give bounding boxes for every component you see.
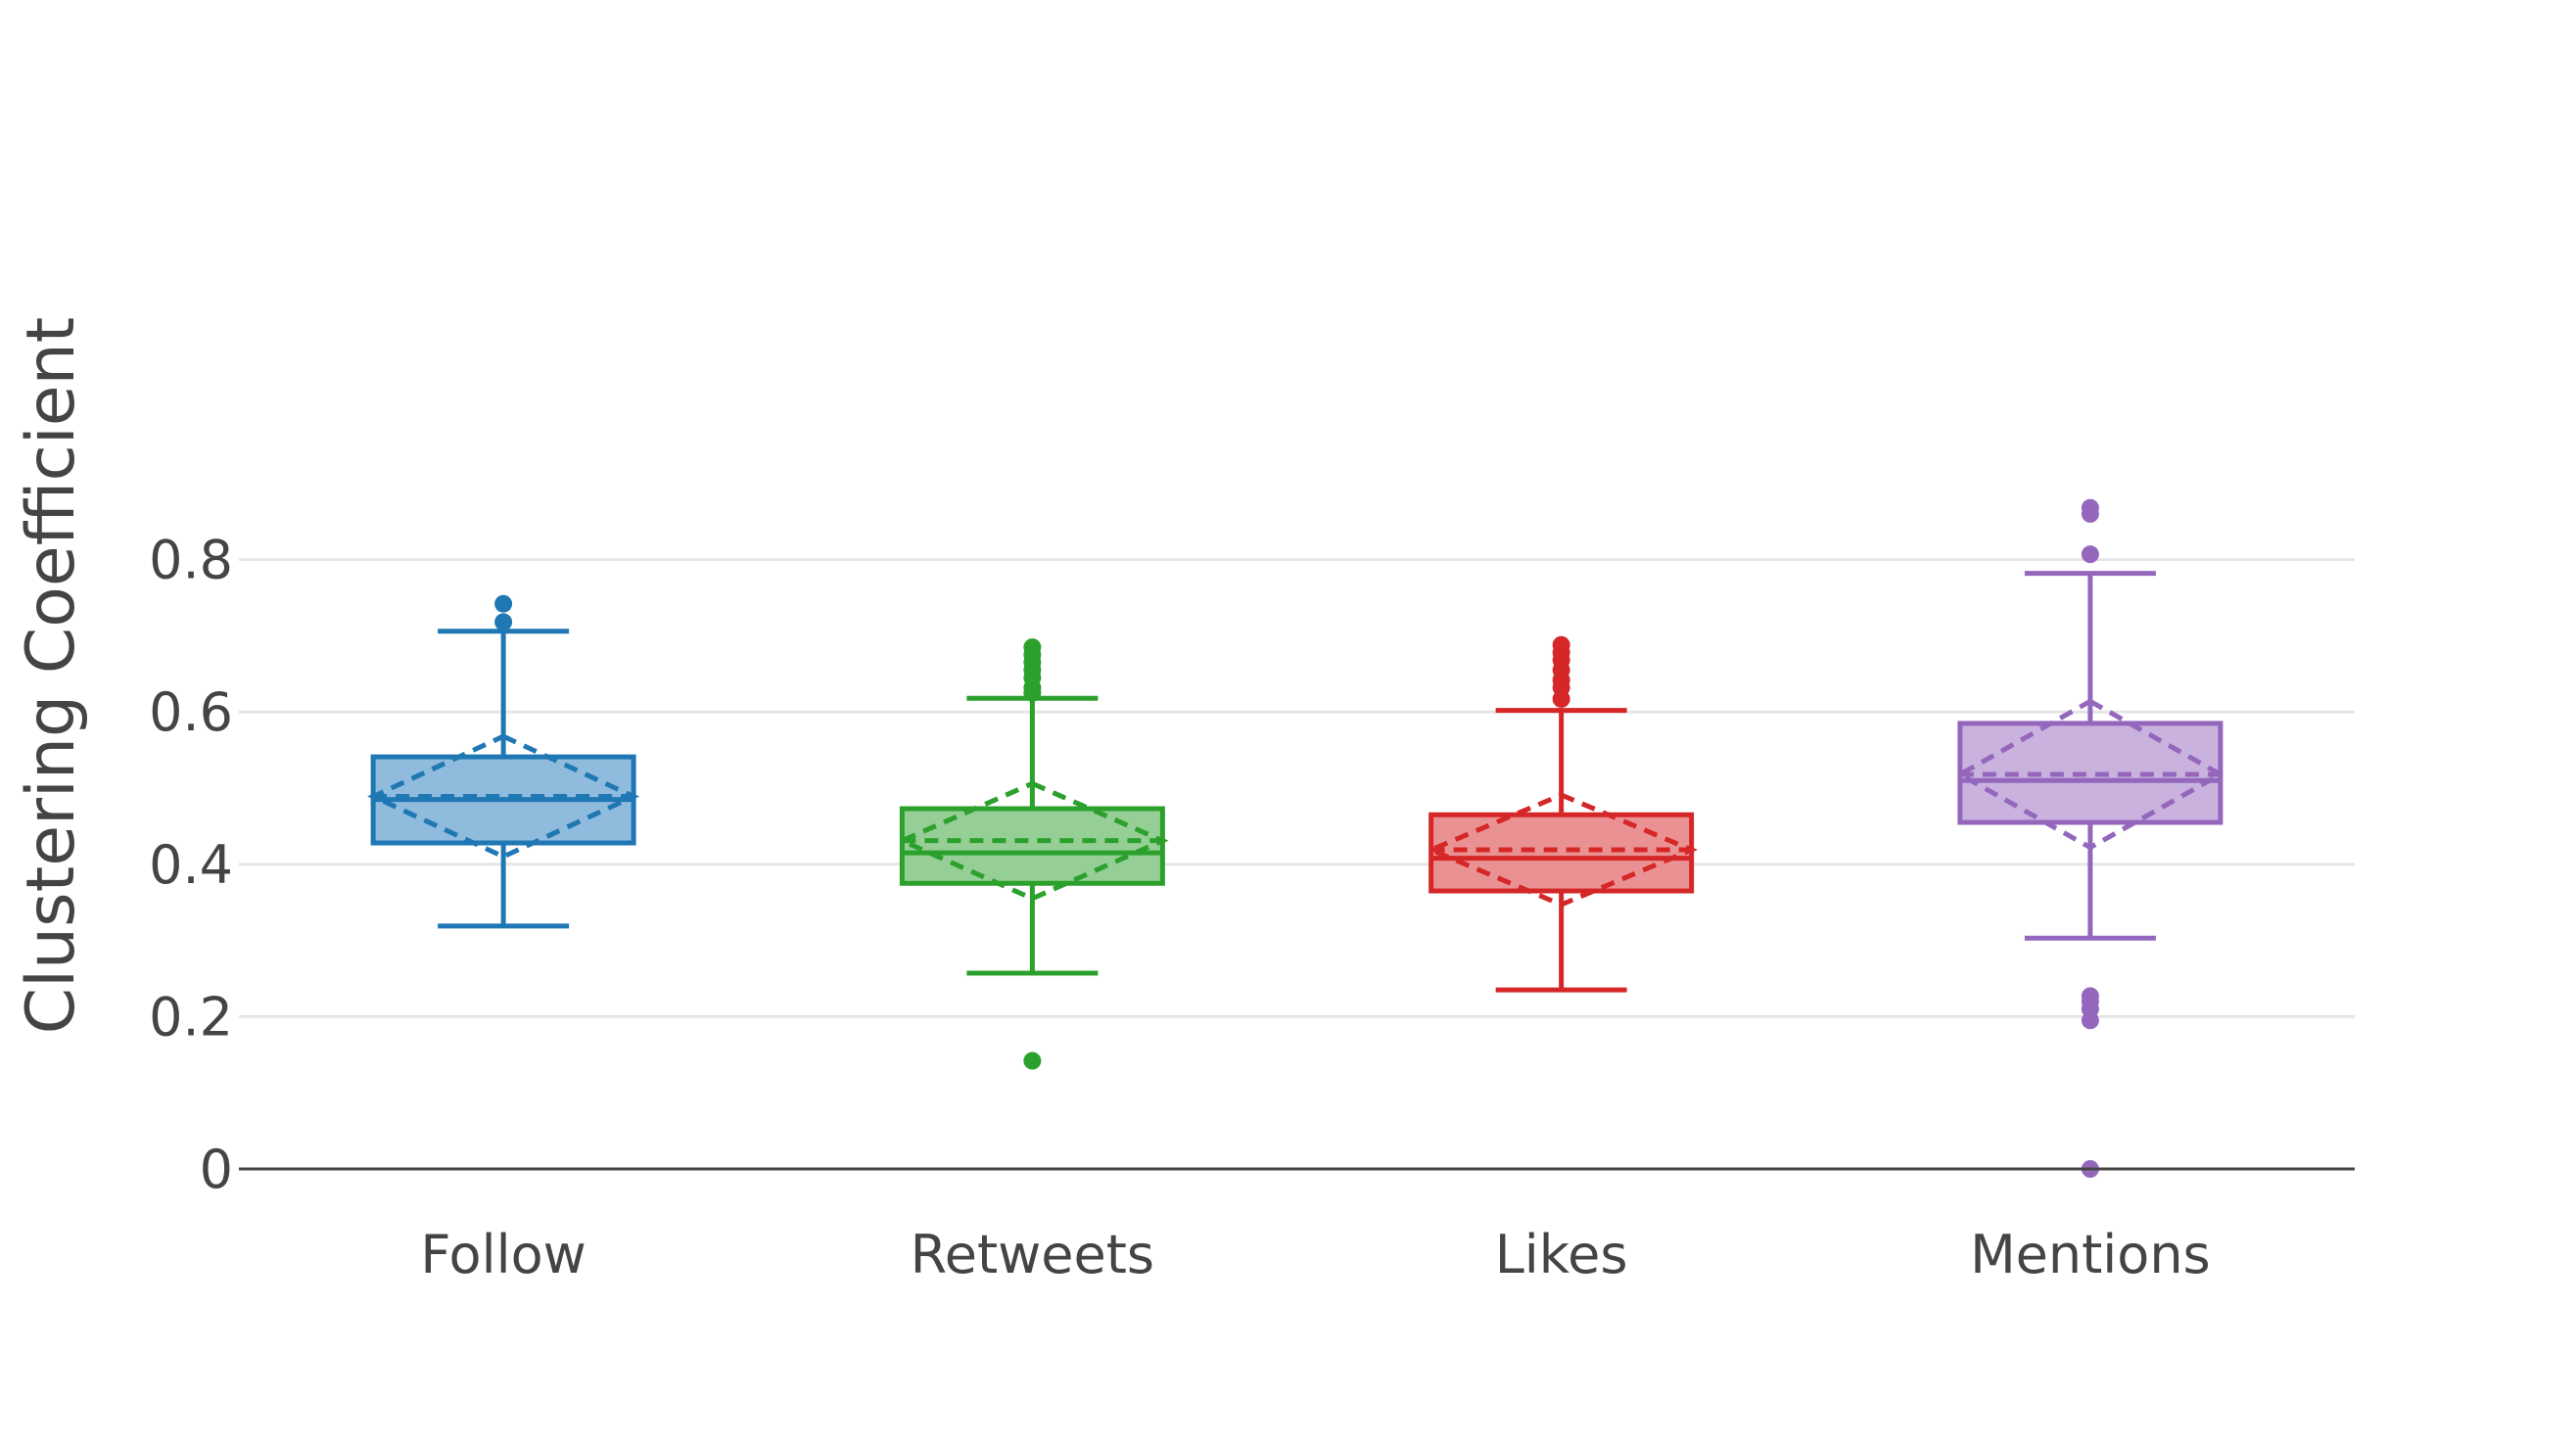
box-group-mentions xyxy=(1954,498,2225,1178)
outlier-point xyxy=(494,594,513,613)
box-iqr xyxy=(1429,812,1695,894)
box-group-retweets xyxy=(896,638,1169,1070)
sd-diamond xyxy=(896,780,1169,902)
y-tick-label: 0.8 xyxy=(149,530,233,591)
x-tick-label: Retweets xyxy=(911,1224,1154,1285)
outlier-point xyxy=(2081,504,2099,523)
boxes xyxy=(367,498,2225,1178)
y-tick-label: 0.6 xyxy=(149,681,233,743)
y-tick-label: 0.2 xyxy=(149,986,233,1048)
box-iqr xyxy=(899,806,1165,886)
sd-diamond xyxy=(367,733,640,860)
x-tick-label: Follow xyxy=(420,1224,585,1285)
outlier-point xyxy=(2081,545,2099,564)
y-tick-label: 0 xyxy=(200,1139,233,1200)
box-group-follow xyxy=(367,594,640,929)
outlier-point xyxy=(494,613,513,631)
x-tick-label: Likes xyxy=(1495,1224,1628,1285)
y-tick-label: 0.4 xyxy=(149,834,233,896)
box-iqr xyxy=(1957,721,2224,825)
grid-lines xyxy=(239,558,2355,1018)
outlier-point xyxy=(1552,689,1570,708)
sd-diamond xyxy=(1425,792,1699,908)
outlier-point xyxy=(1023,1051,1042,1070)
sd-diamond xyxy=(1954,698,2225,851)
x-tick-label: Mentions xyxy=(1970,1224,2211,1285)
y-axis-title: Clustering Coefficient xyxy=(13,317,90,1035)
box-group-likes xyxy=(1425,635,1699,993)
outlier-point xyxy=(2081,1011,2099,1030)
axes: 0 0.2 0.4 0.6 0.8 Follow Retweets Likes Mentions xyxy=(149,530,2355,1285)
outlier-point xyxy=(1023,683,1042,702)
